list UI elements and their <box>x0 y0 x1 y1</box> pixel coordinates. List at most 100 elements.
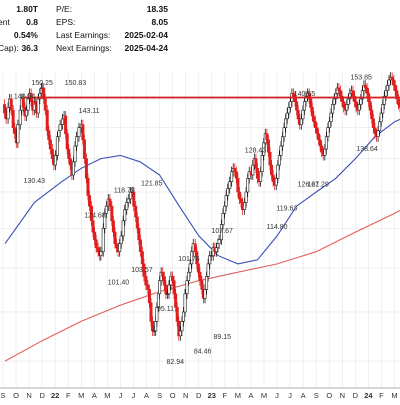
x-tick-label: A <box>248 391 253 400</box>
candle-body <box>226 188 230 196</box>
stats-panel: 1.80T ent 0.8 0.54% Cap): 36.3 P/E: 18.35 EPS: 8.… <box>0 0 400 70</box>
candle-body <box>277 155 281 166</box>
price-annotation: 114.80 <box>267 224 288 231</box>
candle-body <box>108 198 112 207</box>
price-annotation: 119.63 <box>276 206 297 213</box>
candle-body <box>84 158 88 179</box>
candle-body <box>203 289 207 299</box>
candle-body <box>126 198 130 203</box>
candle-body <box>142 263 146 277</box>
x-tick-label: 23 <box>208 391 216 400</box>
candle-body <box>42 87 46 100</box>
candle-body <box>151 321 155 332</box>
candle-body <box>271 174 275 182</box>
candle-body <box>368 101 372 111</box>
x-tick-label: M <box>78 391 84 400</box>
stat-value: 1.80T <box>16 4 38 14</box>
candle-body <box>387 79 391 86</box>
candle-body <box>119 235 123 245</box>
candle-body <box>239 198 243 203</box>
candle-body <box>125 202 129 211</box>
candle-body <box>91 220 95 233</box>
candle-body <box>243 202 247 211</box>
candle-body <box>103 213 107 229</box>
candle-body <box>138 239 142 252</box>
candle-body <box>209 255 213 257</box>
candle-body <box>174 293 178 308</box>
x-tick-label: D <box>196 391 202 400</box>
candle-body <box>175 307 179 322</box>
candle-body <box>217 239 221 245</box>
candle-body <box>86 178 90 196</box>
candle-body <box>58 124 62 131</box>
candle-body <box>312 115 316 123</box>
candle-body <box>89 205 93 222</box>
candle-body <box>392 79 396 86</box>
candle-body <box>287 107 291 114</box>
candle-body <box>178 330 182 337</box>
candle-body <box>190 251 194 265</box>
candle-body <box>214 247 218 252</box>
candle-body <box>228 181 232 189</box>
price-annotation: 124.68 <box>84 213 106 220</box>
candle-body <box>351 90 355 97</box>
candle-body <box>346 98 350 105</box>
candle-body <box>251 164 255 176</box>
candle-body <box>110 205 114 222</box>
candle-body <box>302 101 306 111</box>
candle-body <box>385 84 389 91</box>
price-annotation: 126.61 <box>298 181 320 188</box>
candle-body <box>71 161 75 176</box>
ma-50-line <box>4 118 400 265</box>
candle-body <box>161 271 165 277</box>
x-tick-label: F <box>223 391 228 400</box>
x-tick-label: A <box>92 391 97 400</box>
candle-body <box>18 109 22 126</box>
x-tick-label: S <box>157 391 162 400</box>
candle-body <box>262 142 266 156</box>
price-annotation: 95.11 <box>157 306 174 313</box>
candle-body <box>255 168 259 179</box>
candle-body <box>24 109 28 117</box>
candle-body <box>381 104 385 114</box>
candle-body <box>246 178 250 193</box>
x-tick-label: O <box>326 391 332 400</box>
candle-body <box>82 139 86 159</box>
x-tick-label: J <box>132 391 136 400</box>
candle-body <box>331 104 335 114</box>
candle-body <box>323 148 327 156</box>
candle-body <box>205 276 209 290</box>
candle-body <box>221 213 225 225</box>
candle-body <box>284 118 288 128</box>
candle-body <box>147 289 151 304</box>
candle-body <box>342 101 346 108</box>
candle-body <box>288 101 292 108</box>
price-annotation: 118.79 <box>114 187 135 194</box>
candle-body <box>146 284 150 290</box>
candle-body <box>224 195 228 207</box>
x-tick-label: S <box>314 391 319 400</box>
stat-label: Cap): <box>0 43 19 53</box>
stat-value: 36.3 <box>21 43 38 53</box>
price-annotation: 127.29 <box>307 181 329 188</box>
candle-body <box>378 121 382 131</box>
x-tick-label: M <box>235 391 241 400</box>
price-annotation: 82.94 <box>166 359 184 366</box>
candle-body <box>236 178 240 193</box>
candle-body <box>337 87 341 91</box>
candle-body <box>313 121 317 128</box>
candle-body <box>77 127 81 138</box>
candle-body <box>193 243 197 252</box>
candle-body <box>134 205 138 218</box>
candle-body <box>345 104 349 111</box>
candle-body <box>354 101 358 108</box>
candle-body <box>329 112 333 123</box>
candle-body <box>104 205 108 214</box>
price-annotation: 140.55 <box>294 91 316 98</box>
candle-body <box>140 251 144 265</box>
candle-body <box>279 145 283 156</box>
candle-body <box>144 276 148 286</box>
candle-body <box>73 145 77 163</box>
candle-body <box>200 280 204 290</box>
ma-200-line <box>4 209 400 362</box>
